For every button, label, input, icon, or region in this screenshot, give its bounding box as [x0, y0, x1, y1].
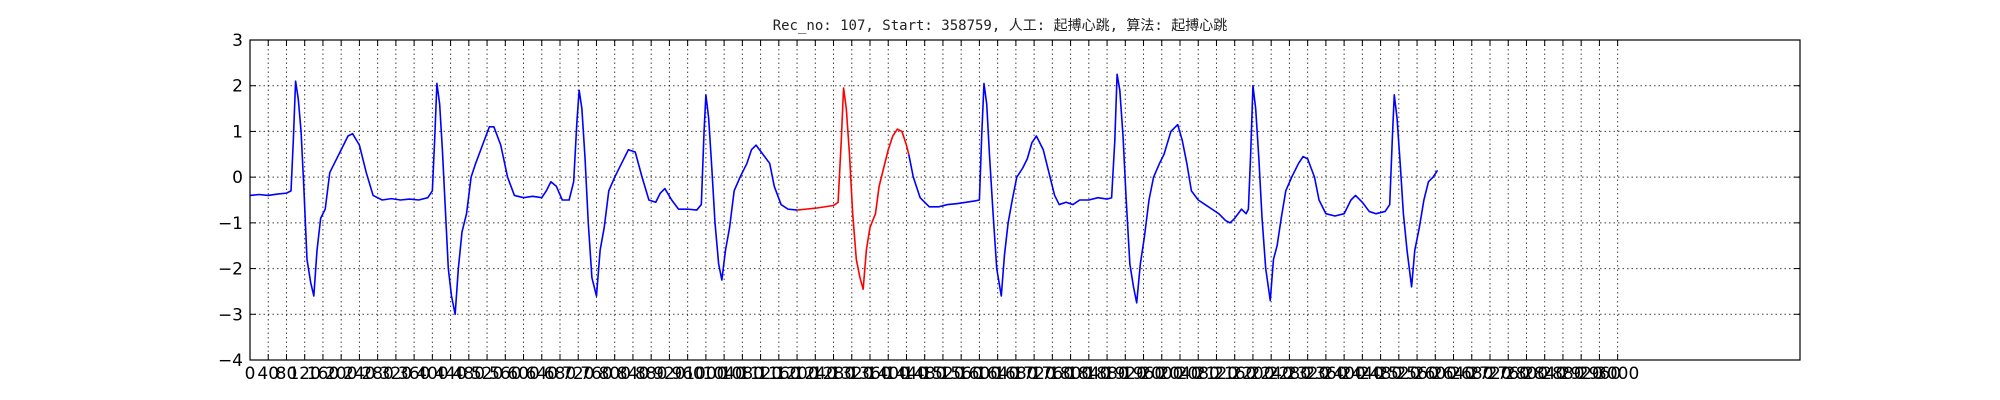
x-tick-label: 840	[617, 364, 649, 384]
x-tick-label: 3000	[1596, 364, 1639, 384]
x-tick-label: 1440	[885, 364, 928, 384]
x-tick-label: 2360	[1304, 364, 1347, 384]
y-tick-label: −3	[218, 305, 243, 325]
x-tick-label: 960	[671, 364, 703, 384]
x-tick-label: 2640	[1432, 364, 1475, 384]
x-tick-label: 2080	[1177, 364, 1220, 384]
x-tick-label: 680	[544, 364, 576, 384]
ecg-series-line-3	[907, 73, 1439, 304]
x-tick-label: 1840	[1067, 364, 1110, 384]
y-tick-label: −4	[218, 351, 243, 371]
x-tick-label: 1480	[903, 364, 946, 384]
y-tick-label: 2	[232, 77, 243, 97]
series-lines	[249, 73, 1439, 316]
x-tick-label: 2160	[1213, 364, 1256, 384]
x-tick-label: 1280	[812, 364, 855, 384]
x-tick-label: 920	[653, 364, 685, 384]
x-tick-label: 1520	[921, 364, 964, 384]
x-tick-label: 1000	[684, 364, 727, 384]
x-tick-label: 2120	[1195, 364, 1238, 384]
x-tick-label: 1120	[739, 364, 782, 384]
x-tick-label: 1960	[1122, 364, 1165, 384]
x-tick-label: 560	[489, 364, 521, 384]
x-tick-label: 2440	[1341, 364, 1384, 384]
x-tick-label: 1200	[775, 364, 818, 384]
x-tick-label: 240	[343, 364, 375, 384]
ecg-series-line-2	[796, 87, 910, 290]
x-tick-label: 2400	[1322, 364, 1365, 384]
x-tick-label: 40	[257, 364, 279, 384]
x-tick-label: 2920	[1560, 364, 1603, 384]
x-tick-label: 2880	[1541, 364, 1584, 384]
x-tick-label: 2720	[1468, 364, 1511, 384]
chart-title: Rec_no: 107, Start: 358759, 人工: 起搏心跳, 算法…	[773, 17, 1228, 34]
x-tick-label: 1600	[958, 364, 1001, 384]
x-tick-label: 1720	[1012, 364, 1055, 384]
x-tick-label: 2760	[1487, 364, 1530, 384]
x-tick-label: 2000	[1140, 364, 1183, 384]
y-tick-label: 0	[232, 168, 243, 188]
x-tick-label: 800	[598, 364, 630, 384]
x-tick-label: 2480	[1359, 364, 1402, 384]
x-tick-label: 2280	[1268, 364, 1311, 384]
x-tick-label: 520	[471, 364, 503, 384]
x-tick-label: 600	[507, 364, 539, 384]
ecg-series-line-1	[249, 80, 798, 316]
x-tick-label: 1240	[794, 364, 837, 384]
x-tick-label: 2960	[1578, 364, 1621, 384]
x-tick-label: 1360	[848, 364, 891, 384]
x-tick-label: 2840	[1523, 364, 1566, 384]
x-tick-label: 720	[562, 364, 594, 384]
x-axis-ticks: 0 408012016020024028032036040044048052056…	[245, 40, 1639, 384]
grid-lines	[250, 40, 1800, 360]
x-tick-label: 760	[580, 364, 612, 384]
x-tick-label: 320	[380, 364, 412, 384]
x-tick-label: 1760	[1031, 364, 1074, 384]
x-tick-label: 1160	[757, 364, 800, 384]
y-tick-label: 1	[232, 122, 243, 142]
x-tick-label: 360	[398, 364, 430, 384]
x-tick-label: 1040	[702, 364, 745, 384]
x-tick-label: 1640	[976, 364, 1019, 384]
x-tick-label: 880	[635, 364, 667, 384]
x-tick-label: 2680	[1450, 364, 1493, 384]
x-tick-label: 80	[276, 364, 298, 384]
x-tick-label: 2800	[1505, 364, 1548, 384]
x-tick-label: 160	[307, 364, 339, 384]
x-tick-label: 1320	[830, 364, 873, 384]
x-tick-label: 480	[453, 364, 485, 384]
x-tick-label: 0	[245, 364, 256, 384]
y-tick-label: −2	[218, 260, 243, 280]
x-tick-label: 440	[434, 364, 466, 384]
y-tick-label: −1	[218, 214, 243, 234]
plot-frame	[249, 39, 1801, 361]
x-tick-label: 2040	[1158, 364, 1201, 384]
x-tick-label: 2520	[1377, 364, 1420, 384]
x-tick-label: 2600	[1414, 364, 1457, 384]
x-tick-label: 1560	[940, 364, 983, 384]
x-tick-label: 2240	[1250, 364, 1293, 384]
x-tick-label: 2320	[1286, 364, 1329, 384]
x-tick-label: 1400	[867, 364, 910, 384]
x-tick-label: 120	[288, 364, 320, 384]
x-tick-label: 640	[526, 364, 558, 384]
x-tick-label: 1080	[721, 364, 764, 384]
y-axis-ticks: 3 2 1 0 −1 −2 −3 −4	[218, 31, 1800, 371]
x-tick-label: 1680	[994, 364, 1037, 384]
x-tick-label: 280	[361, 364, 393, 384]
x-tick-label: 1800	[1049, 364, 1092, 384]
x-tick-label: 1880	[1085, 364, 1128, 384]
y-tick-label: 3	[232, 31, 243, 51]
x-tick-label: 200	[325, 364, 357, 384]
x-tick-label: 1920	[1104, 364, 1147, 384]
x-tick-label: 2560	[1395, 364, 1438, 384]
x-tick-label: 400	[416, 364, 448, 384]
x-tick-label: 2200	[1231, 364, 1274, 384]
